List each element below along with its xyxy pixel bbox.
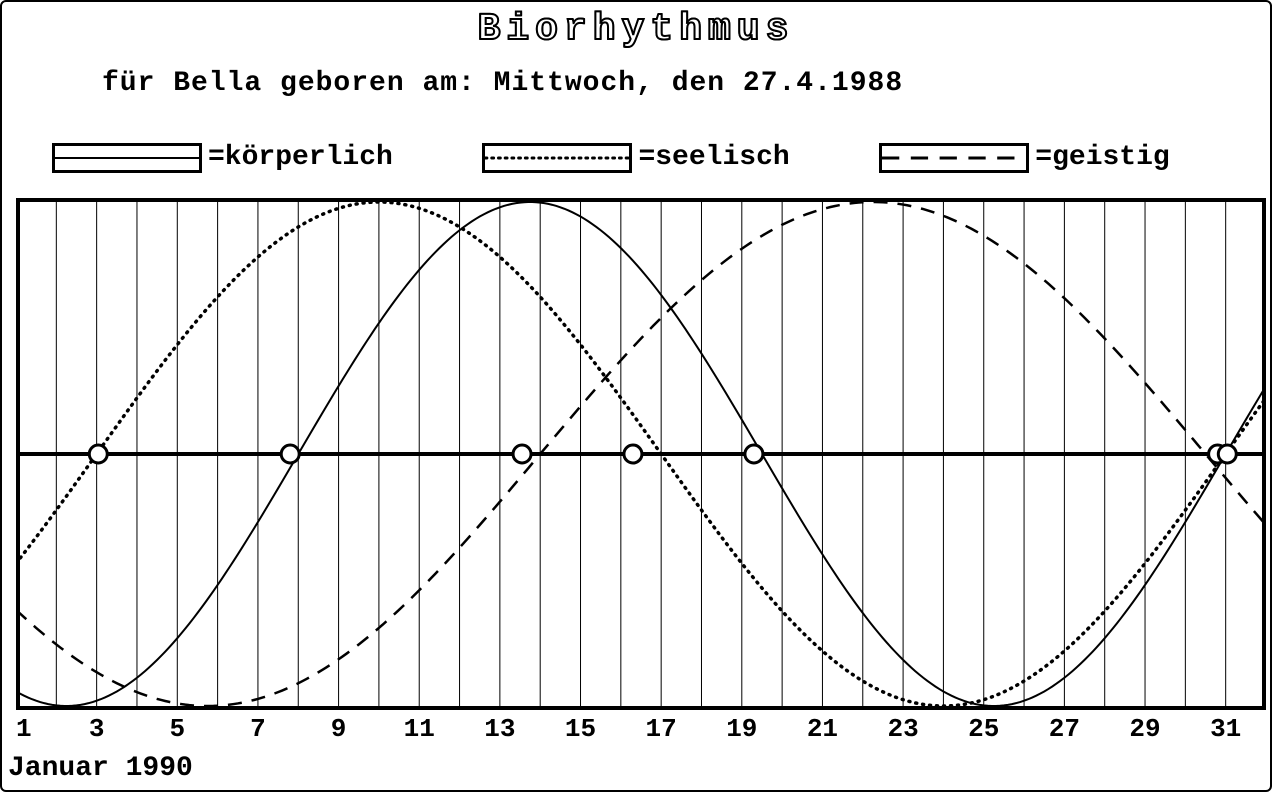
app-window: Biorhythmus für Bella geboren am: Mittwo…	[0, 0, 1272, 792]
legend: =körperlich =seelisch =geistig	[52, 142, 1250, 192]
x-tick-label: 25	[968, 714, 999, 744]
x-tick-label: 29	[1129, 714, 1160, 744]
zero-crossing-marker	[281, 445, 299, 463]
x-tick-label: 11	[404, 714, 435, 744]
x-tick-label: 7	[250, 714, 266, 744]
x-tick-label: 3	[89, 714, 105, 744]
page-title: Biorhythmus	[2, 8, 1270, 51]
x-tick-label: 19	[726, 714, 757, 744]
x-tick-label: 21	[807, 714, 838, 744]
x-tick-label: 13	[484, 714, 515, 744]
legend-label-emotional: =seelisch	[638, 142, 789, 173]
x-tick-label: 27	[1049, 714, 1080, 744]
legend-label-intellectual: =geistig	[1035, 142, 1169, 173]
x-tick-label: 31	[1210, 714, 1241, 744]
legend-label-physical: =körperlich	[208, 142, 393, 173]
month-label: Januar 1990	[8, 753, 193, 784]
zero-crossing-marker	[513, 445, 531, 463]
zero-crossing-marker	[624, 445, 642, 463]
x-tick-label: 1	[16, 714, 32, 744]
legend-item-emotional: =seelisch	[482, 142, 789, 173]
legend-swatch-physical	[52, 143, 202, 173]
x-tick-label: 5	[169, 714, 185, 744]
zero-crossing-marker	[1218, 445, 1236, 463]
legend-swatch-intellectual	[879, 143, 1029, 173]
chart-area	[16, 198, 1266, 710]
legend-item-physical: =körperlich	[52, 142, 393, 173]
subtitle: für Bella geboren am: Mittwoch, den 27.4…	[102, 68, 903, 99]
legend-swatch-emotional	[482, 143, 632, 173]
x-axis-labels: 135791113151719212325272931	[16, 714, 1266, 746]
zero-crossing-marker	[745, 445, 763, 463]
x-tick-label: 9	[331, 714, 347, 744]
x-tick-label: 17	[646, 714, 677, 744]
biorhythm-chart	[16, 198, 1266, 710]
zero-crossing-marker	[89, 445, 107, 463]
x-tick-label: 23	[887, 714, 918, 744]
x-tick-label: 15	[565, 714, 596, 744]
legend-item-intellectual: =geistig	[879, 142, 1169, 173]
